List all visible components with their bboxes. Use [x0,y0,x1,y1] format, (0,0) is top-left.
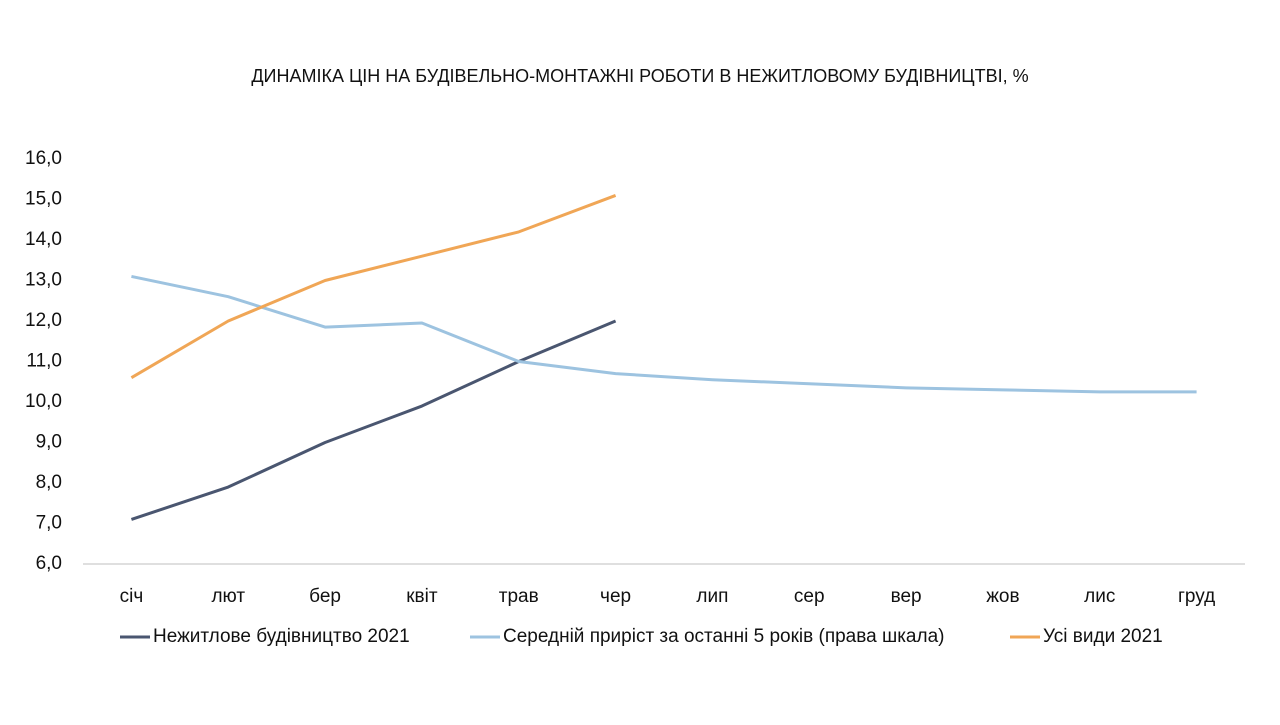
x-tick-label: жов [986,586,1019,607]
x-tick-label: лют [211,586,245,607]
x-tick-label: бер [309,586,341,607]
legend-label: Усі види 2021 [1043,626,1163,647]
x-tick-label: лис [1084,586,1115,607]
x-tick-label: трав [499,586,539,607]
series-line [131,274,1197,394]
y-tick-label: 9,0 [36,432,62,453]
chart-title: ДИНАМІКА ЦІН НА БУДІВЕЛЬНО-МОНТАЖНІ РОБО… [251,66,1028,86]
y-tick-label: 12,0 [25,310,62,331]
x-tick-label: груд [1178,586,1215,607]
y-tick-label: 16,0 [25,148,62,169]
x-tick-label: лип [696,586,728,607]
y-tick-label: 11,0 [26,351,62,372]
y-tick-label: 14,0 [25,229,62,250]
series-line [130,319,617,521]
y-tick-label: 7,0 [36,513,62,534]
legend-label: Середній приріст за останні 5 років (пра… [503,626,944,647]
y-tick-label: 15,0 [25,189,62,210]
x-tick-label: сер [794,586,825,607]
legend-label: Нежитлове будівництво 2021 [153,626,410,647]
y-tick-label: 8,0 [36,472,62,493]
series-line [130,194,617,379]
y-tick-label: 10,0 [25,391,62,412]
x-tick-label: вер [891,586,922,607]
y-tick-label: 13,0 [25,270,62,291]
x-tick-label: квіт [406,586,438,607]
x-tick-label: чер [600,586,631,607]
y-tick-label: 6,0 [36,553,62,574]
x-tick-label: січ [120,586,144,607]
